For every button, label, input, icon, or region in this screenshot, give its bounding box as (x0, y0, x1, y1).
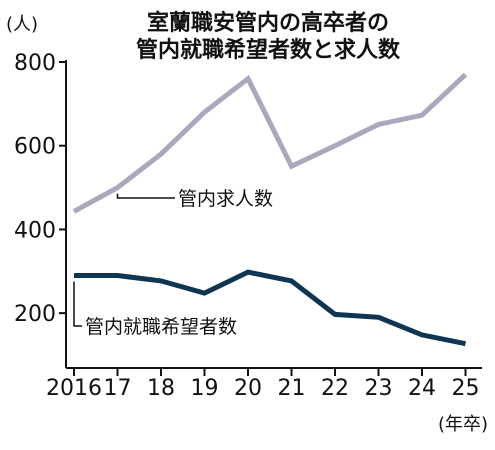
leader-line-job-seekers (73, 281, 82, 327)
y-tick-label: 600 (14, 135, 56, 160)
y-axis-unit: (人) (6, 14, 38, 35)
x-tick-label: 17 (104, 376, 132, 401)
series-layer (72, 72, 468, 347)
y-tick-label: 400 (14, 218, 56, 243)
y-tick-label: 800 (14, 51, 56, 76)
x-tick-label: 21 (278, 376, 306, 401)
chart-title-line-1: 室蘭職安管内の高卒者の (147, 10, 389, 36)
x-tick-label: 25 (452, 376, 480, 401)
series-line-job-seekers (74, 269, 466, 347)
series-label-job-openings: 管内求人数 (178, 188, 273, 210)
ticks-layer: 200 400 600 800 2016 17 18 19 20 21 22 23 24 25 (14, 51, 480, 401)
x-tick-label: 18 (147, 376, 175, 401)
chart-title-line-2: 管内就職希望者数と求人数 (136, 37, 401, 63)
series-label-job-seekers: 管内就職希望者数 (85, 316, 237, 338)
series-line-job-openings (72, 72, 468, 214)
x-axis-unit: (年卒) (438, 414, 488, 435)
x-tick-label: 23 (365, 376, 393, 401)
x-tick-label: 24 (408, 376, 436, 401)
x-tick-label: 22 (321, 376, 349, 401)
y-tick-label: 200 (14, 302, 56, 327)
leader-line-job-openings (116, 193, 175, 199)
x-tick-label: 2016 (46, 376, 102, 401)
x-tick-label: 19 (191, 376, 219, 401)
x-tick-label: 20 (234, 376, 262, 401)
